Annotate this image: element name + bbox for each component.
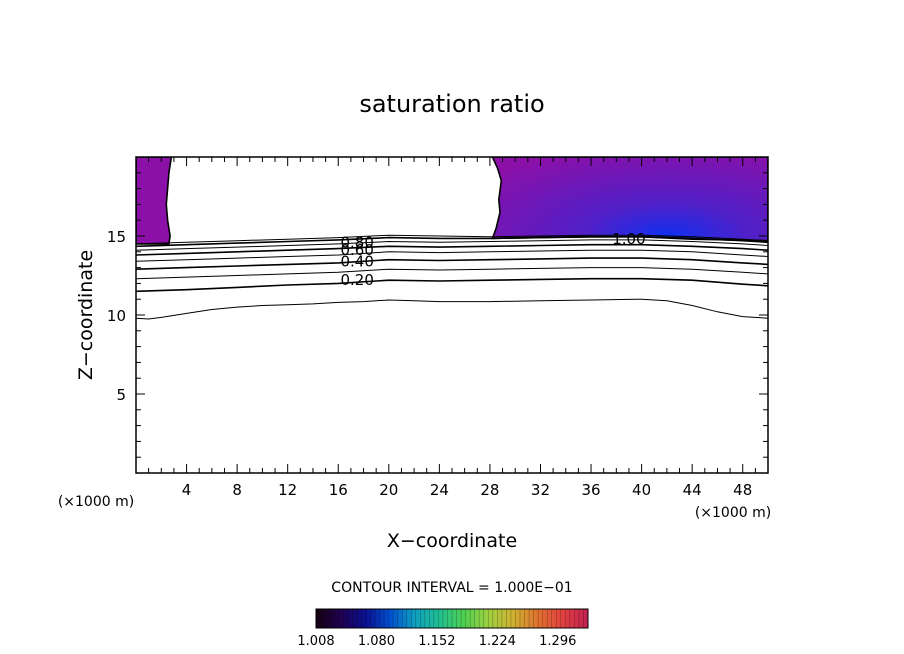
y-tick-labels: 5 10 15 [107, 228, 126, 404]
x-tick-label: 36 [581, 481, 600, 499]
x-tick-label: 12 [278, 481, 297, 499]
colorbar-swatch [315, 608, 589, 629]
x-tick-label: 16 [329, 481, 348, 499]
y-tick-label: 5 [116, 386, 126, 404]
y-tick-label: 15 [107, 228, 126, 246]
y-tick-label: 10 [107, 307, 126, 325]
contour-line-0.1 [136, 298, 768, 320]
supersaturated-region-1 [136, 157, 173, 245]
x-tick-label: 24 [430, 481, 449, 499]
x-tick-labels: 4 8 12 16 20 24 28 32 36 40 44 48 [182, 481, 752, 499]
contour-labels: 0.800.600.400.20 1.00 [340, 230, 645, 289]
contour-line-0.5 [136, 249, 768, 262]
contour-line-0.3 [136, 267, 768, 280]
contour-interval-note: CONTOUR INTERVAL = 1.000E−01 [331, 580, 572, 596]
x-tick-label: 48 [733, 481, 752, 499]
contour-line-0.7 [136, 239, 768, 251]
x-tick-label: 20 [379, 481, 398, 499]
x-tick-label: 40 [632, 481, 651, 499]
contour-line-0.2 [136, 277, 768, 293]
colorbar: 1.008 1.080 1.152 1.224 1.296 [297, 608, 589, 649]
contour-label-0.20: 0.20 [340, 271, 373, 289]
contour-line-0.8 [136, 236, 768, 248]
y-axis-unit: (×1000 m) [58, 494, 134, 510]
colorbar-tick-labels: 1.008 1.080 1.152 1.224 1.296 [297, 634, 576, 649]
colorbar-label: 1.152 [418, 634, 455, 649]
y-axis-label: Z−coordinate [75, 250, 97, 380]
contour-line-layer [136, 234, 768, 320]
contour-label-0.80: 0.80 [340, 233, 373, 251]
colorbar-label: 1.296 [539, 634, 576, 649]
x-tick-label: 28 [480, 481, 499, 499]
x-axis-label: X−coordinate [387, 530, 517, 552]
colorbar-label: 1.080 [358, 634, 395, 649]
contour-label-0.40: 0.40 [340, 252, 373, 270]
chart-title: saturation ratio [359, 90, 544, 118]
contour-line-0.6 [136, 243, 768, 256]
x-tick-label: 44 [683, 481, 702, 499]
colorbar-label: 1.008 [297, 634, 334, 649]
colorbar-label: 1.224 [479, 634, 516, 649]
supersaturated-fill-layer [136, 157, 768, 245]
contour-label-1.00: 1.00 [612, 230, 645, 248]
x-tick-label: 32 [531, 481, 550, 499]
supersaturated-region-2 [491, 157, 768, 242]
contour-label-0.60: 0.60 [340, 241, 373, 259]
contour-line-0.9 [136, 234, 768, 245]
x-tick-label: 8 [232, 481, 242, 499]
axis-ticks [136, 157, 768, 473]
x-tick-label: 4 [182, 481, 192, 499]
colorbar-stripes [320, 609, 584, 628]
x-axis-unit: (×1000 m) [695, 505, 771, 521]
plot-area [136, 157, 768, 320]
contour-line-0.4 [136, 257, 768, 270]
